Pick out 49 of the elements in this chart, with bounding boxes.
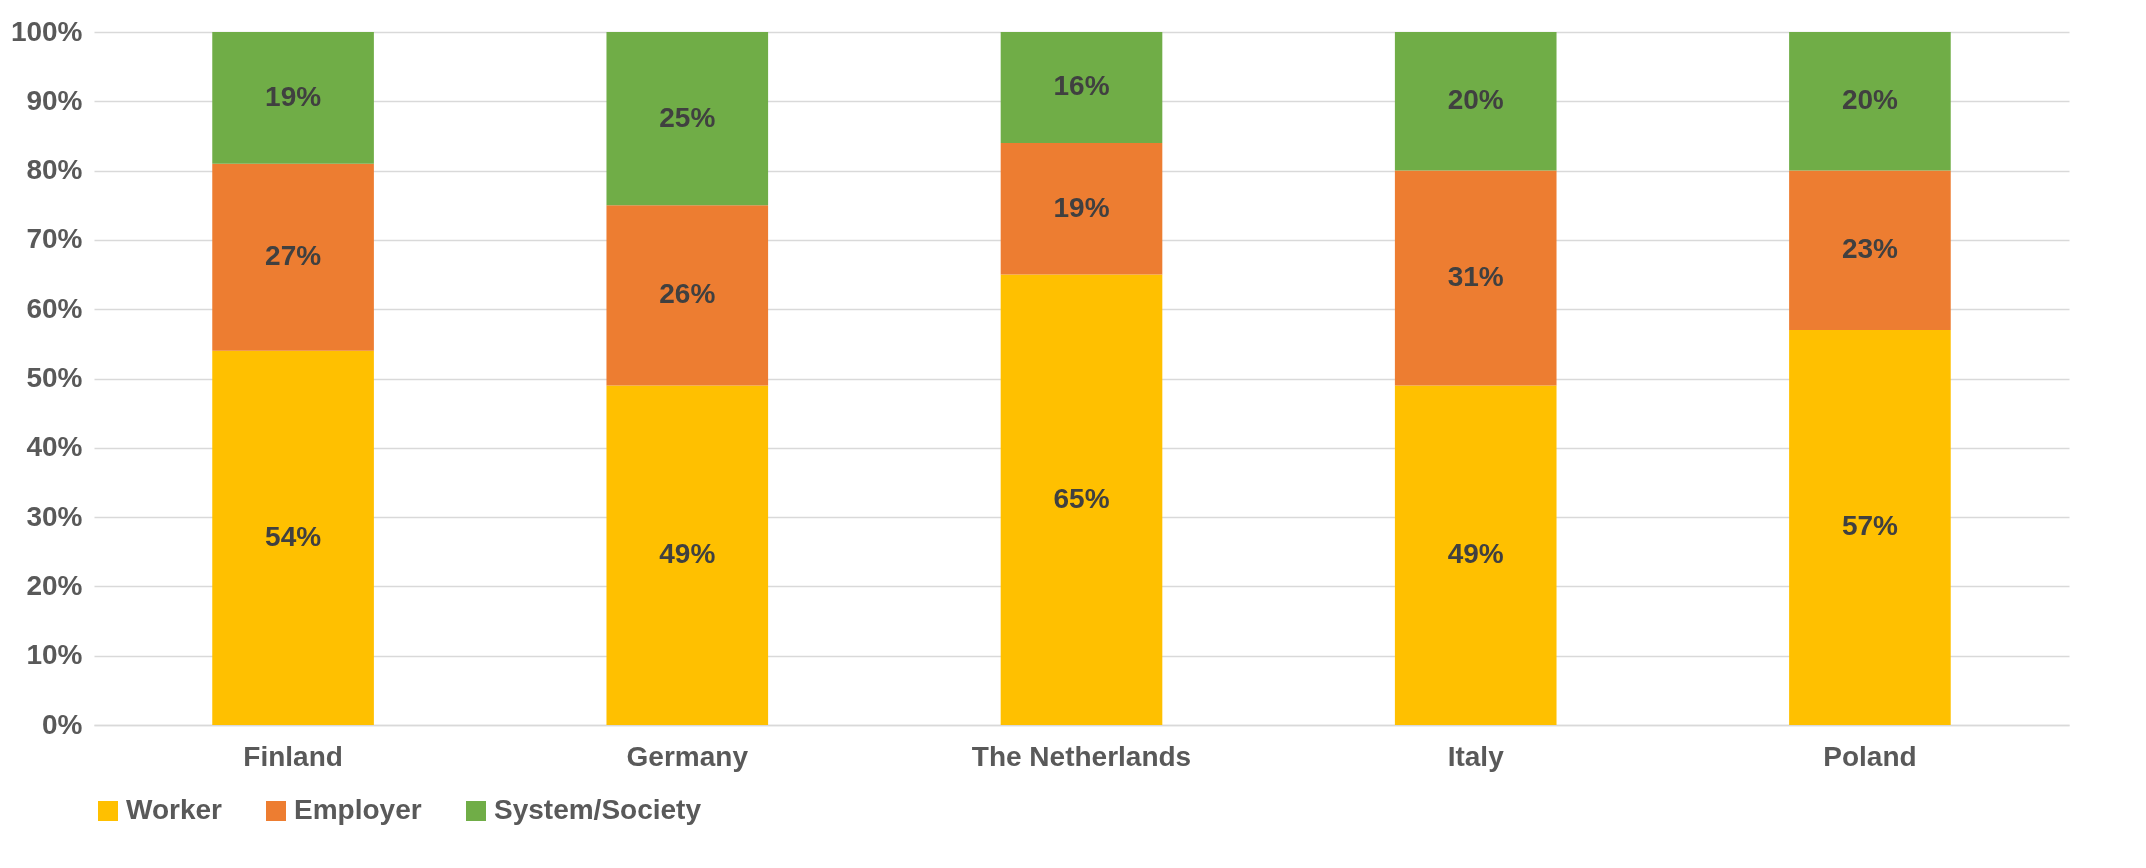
- data-label: 26%: [659, 278, 716, 310]
- data-label: 25%: [659, 101, 716, 133]
- data-label: 49%: [659, 538, 716, 570]
- y-tick-label: 20%: [26, 569, 83, 601]
- data-label: 65%: [1053, 482, 1110, 514]
- bar: [606, 385, 769, 725]
- bar: [1000, 142, 1163, 275]
- bar: [1394, 385, 1557, 725]
- legend-label: Employer: [294, 794, 422, 825]
- x-tick-label: Germany: [626, 740, 749, 772]
- data-label: 23%: [1841, 233, 1899, 265]
- x-tick-label: Poland: [1823, 740, 1917, 772]
- bar: [1394, 32, 1557, 171]
- bar: [212, 350, 374, 725]
- bar: [606, 205, 769, 386]
- y-tick-label: 80%: [26, 154, 83, 186]
- data-label: 54%: [265, 520, 322, 552]
- data-label: 31%: [1447, 261, 1504, 293]
- data-label: 57%: [1841, 510, 1899, 542]
- bar: [606, 32, 769, 206]
- bar: [212, 32, 374, 164]
- x-tick-label: Finland: [243, 740, 343, 772]
- data-label: 19%: [1053, 191, 1110, 223]
- y-tick-label: 60%: [26, 292, 83, 324]
- bar: [1000, 274, 1163, 725]
- y-tick-label: 30%: [26, 500, 83, 532]
- bar: [1789, 329, 1951, 725]
- x-tick-label: The Netherlands: [971, 740, 1192, 772]
- x-tick-label: Italy: [1447, 740, 1505, 772]
- bar: [1394, 170, 1557, 386]
- y-tick-label: 50%: [26, 362, 83, 393]
- data-label: 16%: [1053, 70, 1110, 102]
- bar: [212, 163, 374, 351]
- data-label: 20%: [1447, 84, 1504, 116]
- y-tick-label: 90%: [26, 84, 83, 116]
- data-label: 20%: [1841, 84, 1899, 116]
- data-label: 19%: [265, 80, 322, 112]
- y-tick-label: 40%: [26, 431, 83, 463]
- legend-label: System/Society: [494, 794, 702, 825]
- bar: [1000, 32, 1163, 143]
- data-label: 49%: [1447, 538, 1504, 570]
- bar: [1789, 32, 1951, 171]
- bar: [1789, 170, 1951, 330]
- y-tick-label: 0%: [42, 708, 83, 740]
- y-tick-label: 10%: [26, 639, 83, 671]
- data-label: 27%: [265, 240, 322, 272]
- y-tick-label: 100%: [10, 15, 83, 47]
- y-tick-label: 70%: [26, 223, 83, 255]
- legend-label: Worker: [126, 794, 223, 825]
